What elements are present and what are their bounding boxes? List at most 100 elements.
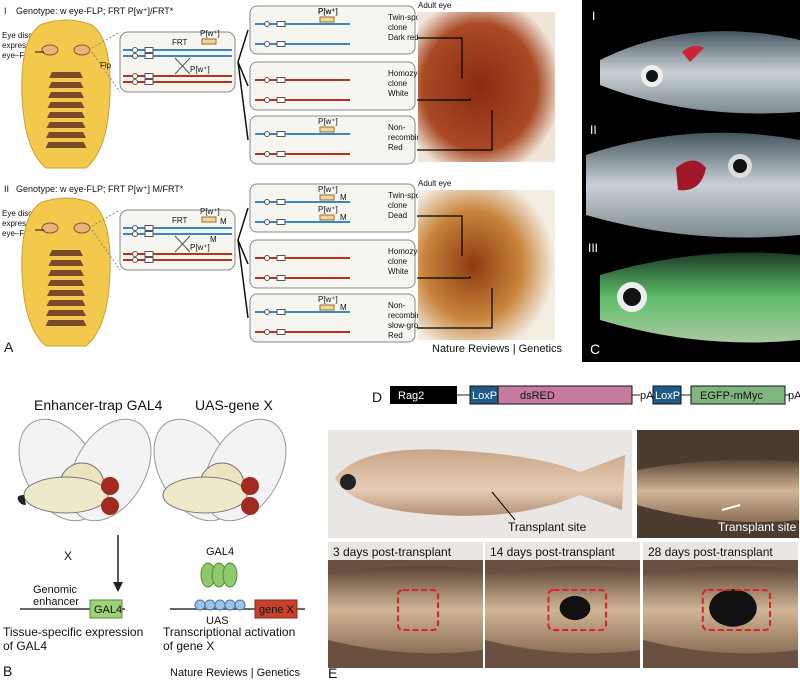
- label-bg: [328, 542, 483, 560]
- label: P[w⁺]: [190, 243, 210, 252]
- pointer: [417, 37, 463, 78]
- centromere: [264, 77, 270, 83]
- frt-site: [144, 79, 154, 85]
- label: FRT: [172, 216, 188, 225]
- centromere: [132, 257, 138, 263]
- label: eye–FLP: [2, 229, 34, 238]
- label: Dead: [388, 211, 407, 220]
- segment-band: [45, 320, 87, 326]
- label-bg: [643, 542, 798, 560]
- pointer: [417, 288, 493, 329]
- fish-eye: [340, 474, 356, 490]
- label: enhancer: [33, 596, 79, 608]
- label: slow-growing: [388, 321, 435, 330]
- label: clone: [388, 257, 408, 266]
- clone-box: [249, 115, 416, 165]
- segment-band: [47, 112, 85, 118]
- label: Genomic: [33, 584, 78, 596]
- tumor-outline: [397, 589, 439, 631]
- fish-label: I: [592, 9, 595, 23]
- pointer: [417, 276, 471, 279]
- panel-letter: B: [3, 663, 12, 679]
- frt-site: [276, 151, 286, 157]
- label: Non-: [388, 301, 406, 310]
- label: Twin-spot: [388, 191, 423, 200]
- segment-band: [45, 142, 87, 148]
- construct-label: EGFP-mMyc: [700, 390, 763, 402]
- segment-band: [46, 300, 86, 306]
- zoom-line: [91, 31, 121, 49]
- clone-box: [249, 61, 416, 111]
- uas-sites-part: [234, 599, 246, 611]
- label: Dark red: [388, 33, 419, 42]
- label: Genotype: w eye-FLP; FRT P[w⁺]/FRT*: [16, 6, 174, 16]
- label: 3 days post-transplant: [333, 545, 452, 559]
- centromere: [132, 53, 138, 59]
- frt-site: [144, 53, 154, 59]
- centromere: [132, 79, 138, 85]
- gene-label: gene X: [259, 604, 295, 616]
- pointer: [417, 110, 493, 151]
- label: P[w⁺]: [318, 117, 338, 126]
- centromere: [264, 41, 270, 47]
- segment-band: [48, 260, 84, 266]
- credit: Nature Reviews | Genetics: [170, 667, 301, 679]
- construct-label: pA: [788, 390, 800, 402]
- fish-pupil: [646, 70, 658, 82]
- caption: of GAL4: [3, 639, 47, 653]
- fish-photo: [328, 566, 483, 654]
- label: eye–FLP: [2, 51, 34, 60]
- gal4-protein: [200, 562, 238, 588]
- label: 28 days post-transplant: [648, 545, 773, 559]
- segment-band: [46, 122, 86, 128]
- segment-band: [47, 102, 85, 108]
- frt-site: [276, 309, 286, 315]
- panel-letter: D: [372, 389, 382, 405]
- eye-disc: [41, 222, 59, 234]
- pointer: [417, 98, 471, 101]
- panel-c: I II III C: [582, 0, 800, 362]
- uas-sites-part: [214, 599, 226, 611]
- construct-label: pA: [640, 390, 654, 402]
- fly-right-part: [241, 477, 259, 495]
- panel-e: Transplant site Transplant site 3 days p…: [328, 430, 799, 681]
- fly-left-part: [101, 497, 119, 515]
- uas-sites-part: [204, 599, 216, 611]
- fly-right-part: [162, 476, 248, 514]
- label: recombinant;: [388, 311, 434, 320]
- label: Homozygous: [388, 69, 435, 78]
- pw-marker: [319, 194, 335, 201]
- segment-band: [48, 270, 84, 276]
- uas-sites: [194, 599, 246, 611]
- pw-marker: [319, 214, 335, 221]
- construct-label: LoxP: [472, 390, 497, 402]
- pw-marker: [319, 16, 335, 23]
- tumor-outline: [701, 589, 771, 631]
- annotation: Transplant site: [718, 520, 797, 534]
- gene-box: [254, 599, 298, 619]
- tumor: [709, 589, 757, 627]
- fly-left-part: [17, 495, 26, 505]
- frt-site: [276, 329, 286, 335]
- panel-letter: A: [4, 339, 14, 355]
- zoom-line: [91, 51, 121, 93]
- gal4-protein-part: [222, 562, 238, 588]
- label: Adult eye: [418, 1, 452, 10]
- tumor: [676, 160, 706, 191]
- centromere: [132, 225, 138, 231]
- pw-marker: [319, 126, 335, 133]
- promoter-box: [390, 386, 457, 404]
- label: 14 days post-transplant: [490, 545, 615, 559]
- fish-label: III: [588, 241, 598, 255]
- fly-left: [17, 418, 152, 522]
- frt-site: [276, 131, 286, 137]
- frt-site: [144, 47, 154, 53]
- centromere: [132, 231, 138, 237]
- arrow: [237, 239, 249, 319]
- label: Genotype: w eye-FLP; FRT P[w⁺] M/FRT*: [16, 184, 184, 194]
- pw-marker: [201, 38, 217, 45]
- fly-left-part: [101, 477, 119, 495]
- pointer: [491, 491, 516, 521]
- crossover: [174, 57, 191, 75]
- pw-marker: [201, 216, 217, 223]
